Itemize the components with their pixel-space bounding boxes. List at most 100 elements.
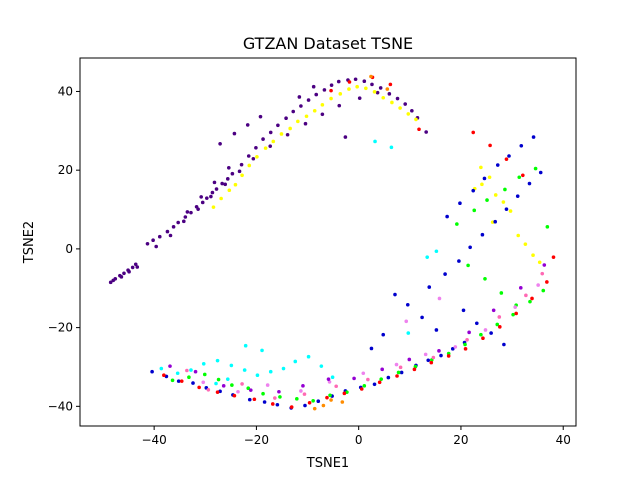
data-point — [248, 388, 253, 392]
data-point — [475, 321, 479, 326]
data-point — [263, 146, 268, 150]
data-point — [533, 166, 538, 171]
data-point — [214, 187, 219, 191]
data-point — [425, 255, 430, 259]
data-point — [215, 390, 220, 394]
data-point — [501, 200, 506, 204]
data-point — [403, 102, 408, 106]
data-point — [375, 90, 380, 95]
data-point — [377, 380, 382, 385]
data-point — [273, 396, 277, 400]
data-point — [513, 305, 517, 309]
data-point — [306, 354, 311, 359]
data-point — [457, 259, 461, 263]
data-point — [247, 163, 252, 168]
data-point — [159, 366, 164, 371]
data-point — [268, 144, 273, 148]
data-point — [362, 384, 367, 388]
x-axis-label: TSNE1 — [306, 456, 349, 471]
data-point — [311, 399, 315, 403]
x-axis: −40 −20 0 20 40 — [141, 426, 571, 447]
data-point — [150, 369, 154, 374]
data-point — [537, 260, 542, 265]
data-point — [386, 375, 391, 380]
data-point — [108, 280, 113, 285]
x-tick-label: −40 — [141, 433, 166, 447]
y-tick-label: 0 — [65, 242, 73, 256]
data-point — [133, 262, 138, 267]
data-point — [406, 331, 411, 335]
data-point — [127, 269, 131, 274]
data-point — [218, 142, 222, 146]
data-point — [247, 397, 252, 402]
data-point — [353, 77, 358, 82]
data-point — [437, 296, 442, 301]
data-point — [508, 209, 513, 213]
data-point — [255, 373, 260, 378]
data-point — [233, 182, 238, 187]
data-point — [278, 395, 282, 399]
data-point — [311, 84, 316, 89]
data-point — [255, 154, 259, 159]
data-point — [327, 380, 332, 384]
data-point — [369, 74, 373, 79]
data-point — [499, 291, 504, 295]
data-point — [135, 265, 140, 269]
data-point — [191, 381, 195, 385]
data-point — [455, 222, 459, 226]
data-point — [518, 286, 523, 290]
data-point — [398, 106, 402, 110]
data-point — [295, 397, 299, 401]
data-point — [370, 82, 374, 87]
data-point — [516, 233, 521, 238]
data-point — [545, 225, 550, 229]
data-point — [303, 121, 308, 126]
data-point — [366, 377, 370, 382]
data-point — [362, 79, 367, 84]
data-point — [379, 377, 383, 381]
data-point — [175, 371, 180, 376]
data-point — [489, 331, 493, 335]
data-point — [189, 368, 193, 372]
data-point — [326, 377, 331, 381]
data-point — [398, 365, 403, 370]
data-point — [251, 156, 256, 161]
data-point — [434, 328, 439, 332]
data-point — [171, 225, 176, 229]
y-axis-label: TSNE2 — [22, 221, 37, 264]
data-point — [165, 229, 170, 234]
data-point — [265, 383, 270, 387]
x-tick-label: 20 — [453, 433, 468, 447]
data-point — [245, 123, 250, 127]
data-point — [472, 208, 477, 213]
data-point — [302, 392, 307, 396]
data-point — [306, 98, 311, 102]
data-point — [210, 190, 215, 195]
data-point — [154, 244, 158, 249]
data-point — [262, 400, 267, 404]
data-point — [329, 96, 333, 101]
data-point — [424, 130, 428, 134]
data-point — [285, 132, 290, 137]
data-point — [431, 355, 436, 360]
data-point — [297, 95, 302, 99]
data-point — [176, 220, 180, 225]
data-point — [284, 116, 288, 121]
data-point — [261, 391, 265, 396]
data-point — [538, 170, 543, 175]
data-point — [404, 319, 409, 324]
data-point — [119, 275, 124, 279]
data-point — [179, 379, 184, 383]
data-point — [183, 215, 188, 219]
data-point — [495, 163, 500, 167]
data-point — [429, 360, 434, 365]
data-point — [325, 395, 329, 400]
data-point — [463, 347, 468, 351]
data-point — [393, 292, 397, 297]
data-point — [219, 196, 223, 201]
data-point — [343, 135, 348, 139]
plot-points — [108, 74, 556, 411]
data-point — [410, 108, 414, 113]
data-point — [185, 368, 189, 373]
y-tick-label: −20 — [48, 321, 73, 335]
